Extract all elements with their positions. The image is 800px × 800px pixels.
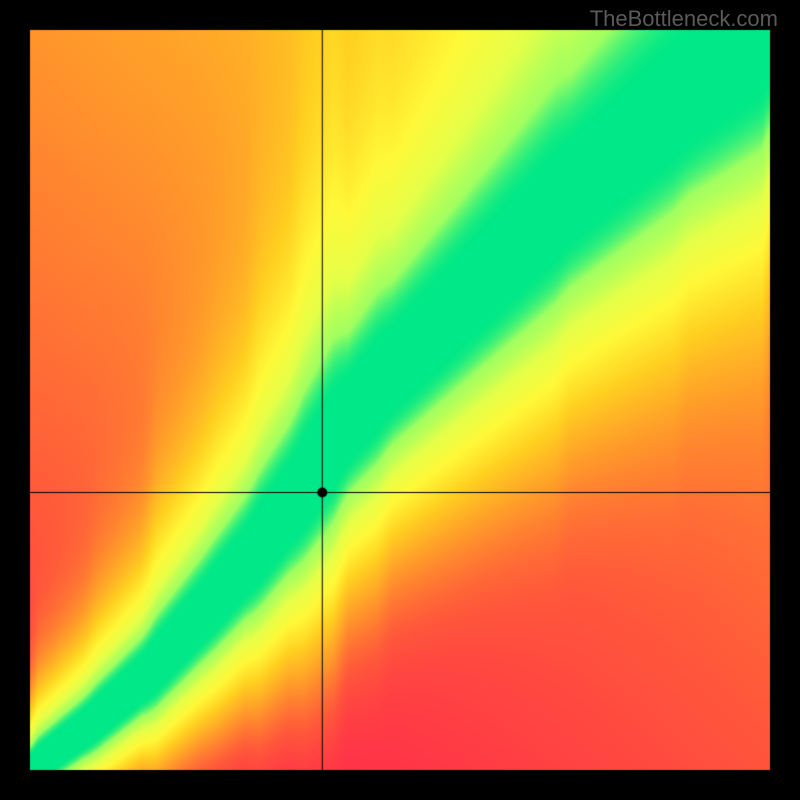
chart-container: TheBottleneck.com <box>0 0 800 800</box>
bottleneck-heatmap <box>0 0 800 800</box>
watermark-text: TheBottleneck.com <box>590 6 778 32</box>
